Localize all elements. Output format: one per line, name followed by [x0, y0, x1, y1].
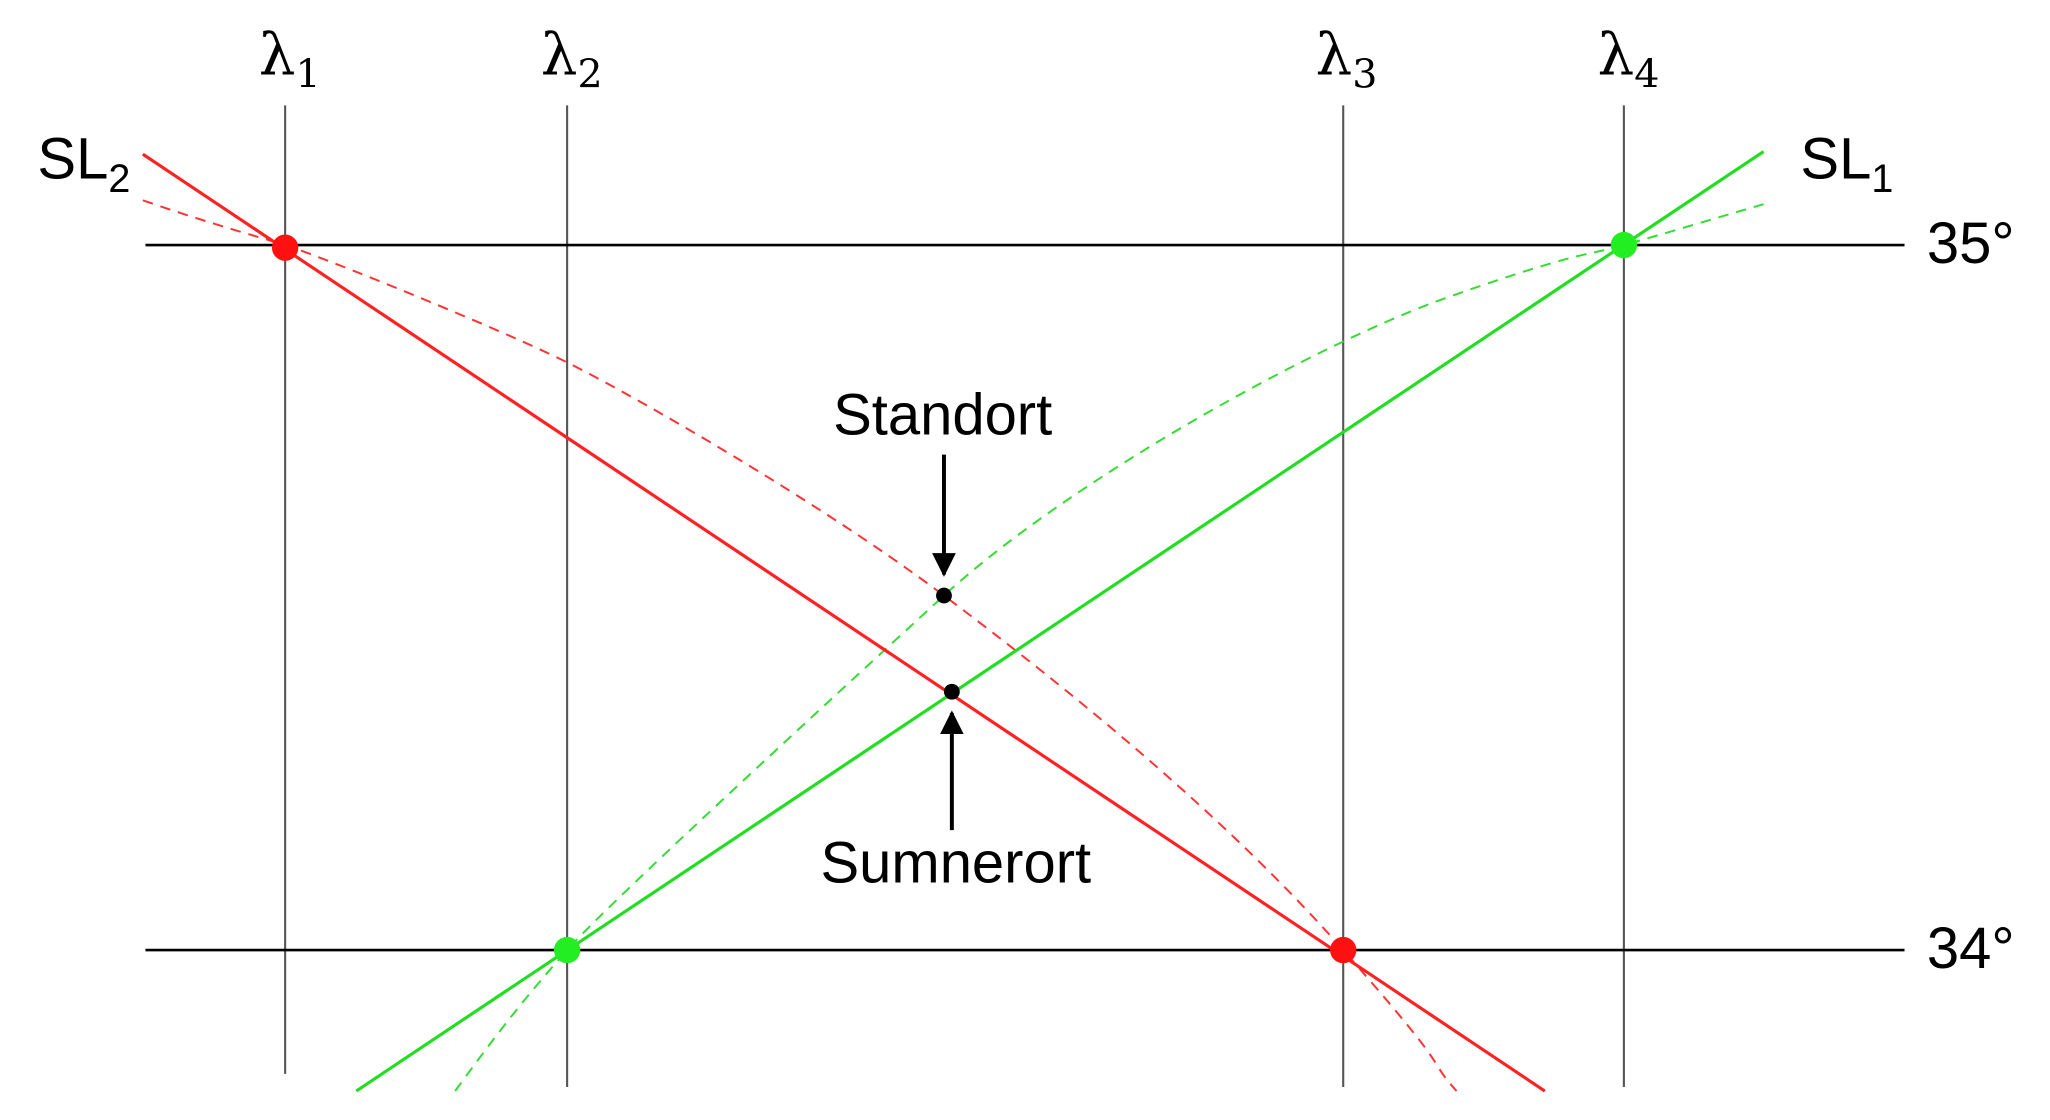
- standort-dot: [936, 587, 952, 604]
- point-label: Sumnerort: [821, 831, 1092, 895]
- meridian-label: λ1: [259, 20, 321, 97]
- symbol: λ: [541, 20, 578, 88]
- symbol: λ: [1598, 20, 1635, 88]
- subscript: 2: [108, 157, 130, 201]
- meridian-label: λ4: [1598, 20, 1660, 97]
- meridian-label: λ3: [1316, 20, 1378, 97]
- subscript: 4: [1634, 52, 1659, 98]
- line-label: SL2: [37, 128, 130, 202]
- red-line: [141, 152, 1546, 1093]
- green-dot: [1610, 231, 1638, 259]
- parallel-label: 34°: [1927, 917, 2015, 981]
- point-label: Standort: [833, 383, 1052, 447]
- subscript: 2: [578, 52, 603, 98]
- parallel-label: 35°: [1927, 212, 2015, 276]
- subscript: 3: [1352, 52, 1377, 98]
- red-dot: [1330, 936, 1357, 964]
- name: SL: [37, 128, 108, 192]
- subscript: 1: [296, 52, 321, 98]
- line-label: SL1: [1800, 128, 1893, 202]
- green-curve: [454, 203, 1764, 1092]
- green-dot: [553, 936, 581, 964]
- name: SL: [1800, 128, 1871, 192]
- subscript: 1: [1871, 157, 1893, 201]
- meridian-label: λ2: [541, 20, 603, 97]
- green-line: [355, 150, 1765, 1093]
- red-curve: [142, 199, 1458, 1092]
- symbol: λ: [259, 20, 296, 88]
- red-dot: [271, 234, 299, 261]
- sumnerort-dot: [943, 683, 960, 700]
- symbol: λ: [1316, 20, 1353, 88]
